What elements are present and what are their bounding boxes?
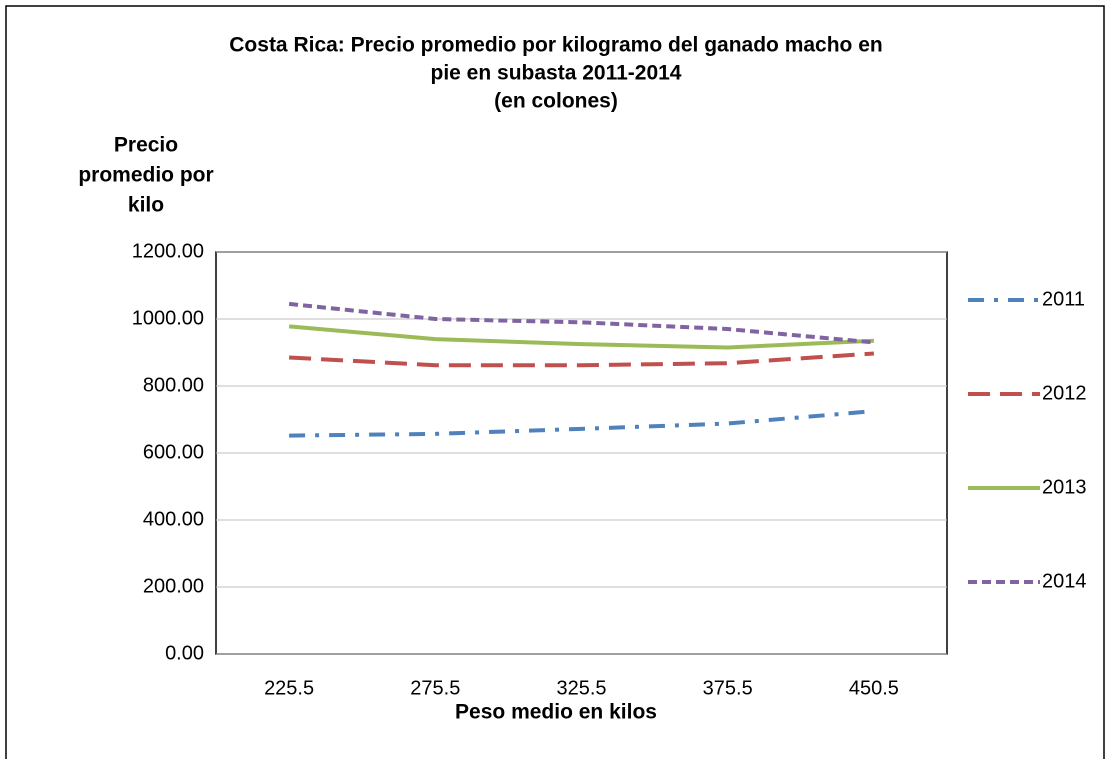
y-tick-label: 1200.00 bbox=[132, 240, 204, 262]
chart-title: (en colones) bbox=[494, 90, 618, 113]
legend-label: 2013 bbox=[1042, 476, 1087, 498]
y-tick-label: 400.00 bbox=[143, 508, 204, 530]
y-tick-label: 600.00 bbox=[143, 441, 204, 463]
x-tick-label: 275.5 bbox=[410, 677, 460, 699]
series-line bbox=[288, 351, 875, 368]
y-tick-label: 800.00 bbox=[143, 374, 204, 396]
y-axis-title: promedio por bbox=[78, 164, 213, 187]
x-tick-label: 325.5 bbox=[556, 677, 606, 699]
y-axis-title: kilo bbox=[128, 194, 164, 217]
x-tick-label: 450.5 bbox=[849, 677, 899, 699]
legend-label: 2014 bbox=[1042, 570, 1087, 592]
series-line bbox=[288, 324, 874, 350]
series-line bbox=[289, 409, 875, 438]
y-tick-label: 0.00 bbox=[165, 642, 204, 664]
x-tick-label: 375.5 bbox=[703, 677, 753, 699]
x-tick-label: 225.5 bbox=[264, 677, 314, 699]
y-axis-title: Precio bbox=[114, 134, 178, 157]
y-tick-label: 200.00 bbox=[143, 575, 204, 597]
legend-label: 2012 bbox=[1042, 382, 1087, 404]
chart-title: Costa Rica: Precio promedio por kilogram… bbox=[229, 34, 882, 57]
x-axis-title: Peso medio en kilos bbox=[455, 701, 657, 724]
chart-title: pie en subasta 2011-2014 bbox=[431, 62, 682, 85]
legend-label: 2011 bbox=[1042, 288, 1085, 310]
y-tick-label: 1000.00 bbox=[132, 307, 204, 329]
